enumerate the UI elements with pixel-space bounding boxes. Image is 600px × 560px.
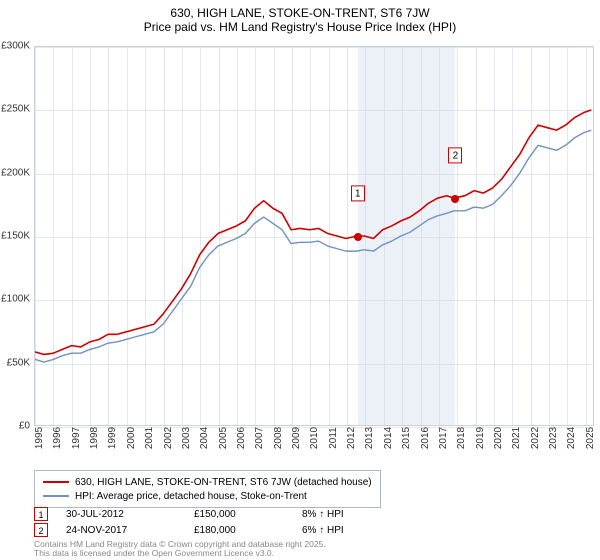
x-tick-label: 2016: [420, 427, 431, 449]
x-tick-label: 2022: [530, 427, 541, 449]
callout-row: 2 24-NOV-2017 £180,000 6% ↑ HPI: [34, 522, 344, 538]
x-tick-label: 1999: [107, 427, 118, 449]
sale-flag: 1: [351, 185, 365, 201]
x-tick-label: 2014: [383, 427, 394, 449]
x-tick-label: 2006: [236, 427, 247, 449]
title-block: 630, HIGH LANE, STOKE-ON-TRENT, ST6 7JW …: [0, 0, 600, 36]
legend: 630, HIGH LANE, STOKE-ON-TRENT, ST6 7JW …: [34, 470, 381, 508]
legend-label: 630, HIGH LANE, STOKE-ON-TRENT, ST6 7JW …: [75, 477, 372, 488]
x-tick-label: 2021: [511, 427, 522, 449]
callout-table: 1 30-JUL-2012 £150,000 8% ↑ HPI 2 24-NOV-2017…: [34, 506, 344, 538]
y-tick-label: £250K: [1, 104, 30, 115]
series-hpi: [35, 130, 591, 362]
y-tick-label: £150K: [1, 231, 30, 242]
y-tick-label: £50K: [7, 357, 30, 368]
x-tick-label: 2011: [328, 427, 339, 449]
legend-row: 630, HIGH LANE, STOKE-ON-TRENT, ST6 7JW …: [43, 475, 372, 489]
x-axis: 1995 1996 1997 1998 1999 2000 2001 2002 2003 2004…: [34, 430, 594, 470]
x-tick-label: 2009: [291, 427, 302, 449]
chart-svg: [35, 47, 593, 425]
x-tick-label: 2007: [254, 427, 265, 449]
callout-flag: 2: [34, 523, 48, 537]
x-tick-label: 2013: [364, 427, 375, 449]
x-tick-label: 2025: [585, 427, 596, 449]
y-tick-label: £200K: [1, 167, 30, 178]
x-tick-label: 2002: [163, 427, 174, 449]
y-tick-label: £300K: [1, 41, 30, 52]
chart-title-main: 630, HIGH LANE, STOKE-ON-TRENT, ST6 7JW: [0, 6, 600, 20]
callout-date: 30-JUL-2012: [66, 509, 176, 520]
x-tick-label: 1997: [71, 427, 82, 449]
x-tick-label: 1996: [52, 427, 63, 449]
x-tick-label: 2001: [144, 427, 155, 449]
x-tick-label: 2019: [475, 427, 486, 449]
x-tick-label: 2018: [456, 427, 467, 449]
sale-flag: 2: [448, 147, 462, 163]
attribution-line2: This data is licensed under the Open Gov…: [34, 549, 326, 558]
chart-title-sub: Price paid vs. HM Land Registry's House …: [0, 20, 600, 34]
x-tick-label: 1995: [34, 427, 45, 449]
callout-flag: 1: [34, 507, 48, 521]
callout-price: £150,000: [194, 509, 284, 520]
chart-container: 630, HIGH LANE, STOKE-ON-TRENT, ST6 7JW …: [0, 0, 600, 560]
y-tick-label: £0: [19, 421, 30, 432]
callout-price: £180,000: [194, 525, 284, 536]
x-tick-label: 2015: [401, 427, 412, 449]
x-tick-label: 1998: [89, 427, 100, 449]
plot-area: 12: [34, 46, 594, 426]
callout-row: 1 30-JUL-2012 £150,000 8% ↑ HPI: [34, 506, 344, 522]
series-price_paid: [35, 110, 591, 355]
attribution: Contains HM Land Registry data © Crown c…: [34, 540, 326, 559]
y-tick-label: £100K: [1, 294, 30, 305]
x-tick-label: 2000: [126, 427, 137, 449]
sale-marker: [451, 195, 459, 203]
x-tick-label: 2023: [548, 427, 559, 449]
x-tick-label: 2017: [438, 427, 449, 449]
x-tick-label: 2024: [566, 427, 577, 449]
callout-delta: 8% ↑ HPI: [302, 509, 344, 520]
legend-label: HPI: Average price, detached house, Stok…: [75, 491, 307, 502]
x-tick-label: 2003: [181, 427, 192, 449]
callout-date: 24-NOV-2017: [66, 525, 176, 536]
x-tick-label: 2020: [493, 427, 504, 449]
x-tick-label: 2004: [199, 427, 210, 449]
sale-marker: [354, 233, 362, 241]
x-tick-label: 2012: [346, 427, 357, 449]
legend-swatch: [43, 495, 69, 497]
x-tick-label: 2005: [218, 427, 229, 449]
legend-swatch: [43, 481, 69, 483]
legend-row: HPI: Average price, detached house, Stok…: [43, 489, 372, 503]
x-tick-label: 2008: [273, 427, 284, 449]
x-tick-label: 2010: [309, 427, 320, 449]
y-axis: £0£50K£100K£150K£200K£250K£300K: [0, 46, 32, 426]
callout-delta: 6% ↑ HPI: [302, 525, 344, 536]
